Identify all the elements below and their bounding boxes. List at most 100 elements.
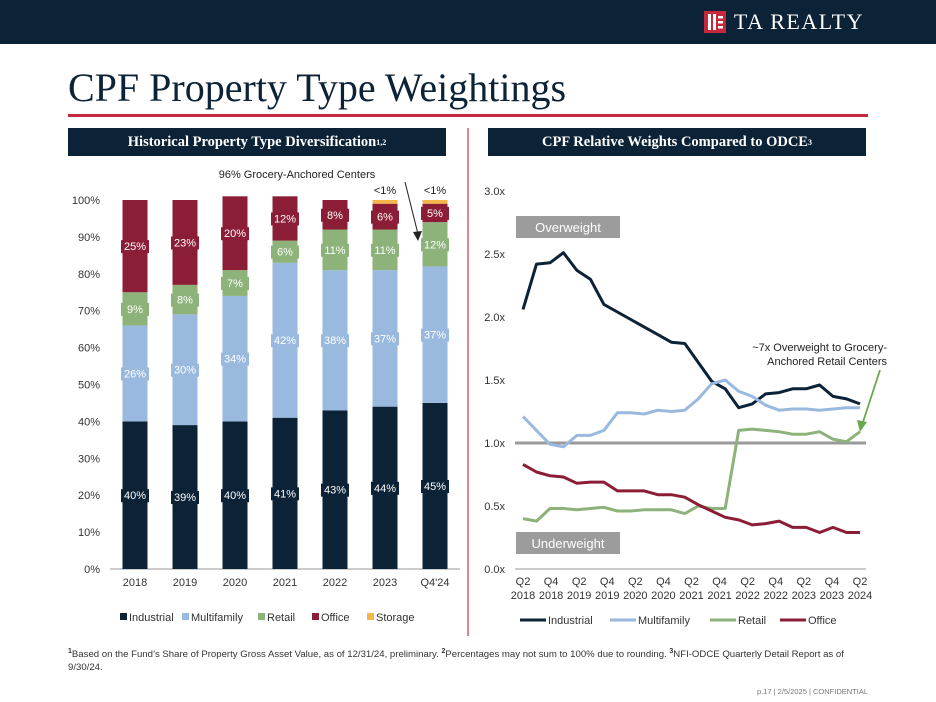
brand-mark-icon [703, 11, 726, 33]
data-label: 6% [277, 247, 293, 259]
data-label-bg [221, 489, 249, 503]
footnote-text-3: NFI-ODCE Quarterly Detail Report as of 9… [68, 649, 844, 674]
x-tick-quarter: Q4 [825, 576, 840, 588]
series-line-industrial [521, 251, 861, 410]
title-rule [68, 114, 868, 117]
storage-label: <1% [424, 185, 447, 197]
footnote-sup-3: 3 [669, 648, 674, 655]
x-tick-quarter: Q2 [684, 576, 699, 588]
data-label: 43% [324, 485, 346, 497]
y-tick-label: 3.0x [484, 186, 505, 198]
footnote: 1Based on the Fund’s Share of Property G… [68, 645, 868, 674]
data-label: 12% [424, 239, 446, 251]
data-label: 41% [274, 488, 296, 500]
data-label: 5% [427, 208, 443, 220]
right-panel-title: CPF Relative Weights Compared to ODCE [542, 133, 808, 150]
brand-logo: TA REALTY [703, 9, 864, 34]
data-label: 8% [327, 210, 343, 222]
legend-label: Office [321, 612, 350, 624]
data-label-bg [221, 352, 249, 366]
legend-label: Industrial [548, 615, 593, 627]
x-tick-quarter: Q2 [740, 576, 755, 588]
data-label-bg [421, 238, 449, 252]
x-tick-quarter: Q2 [796, 576, 811, 588]
x-tick-label: 2019 [173, 577, 197, 589]
data-label-bg [371, 332, 399, 346]
overweight-label: Overweight [535, 220, 601, 235]
data-label-bg [271, 245, 299, 259]
data-label-bg [271, 334, 299, 348]
y-tick-label: 1.0x [484, 438, 505, 450]
y-tick-label: 2.5x [484, 249, 505, 261]
panel-divider [467, 128, 469, 636]
legend-label: Multifamily [638, 615, 690, 627]
data-label: 11% [374, 245, 395, 257]
data-label: 44% [374, 483, 396, 495]
data-label-bg [121, 240, 149, 254]
y-tick-label: 100% [72, 195, 100, 207]
legend-label: Office [808, 615, 837, 627]
y-tick-label: 40% [78, 416, 100, 428]
y-tick-label: 0% [84, 564, 100, 576]
legend-swatch-multifamily [182, 613, 189, 620]
legend-swatch-retail [258, 613, 265, 620]
top-bar: TA REALTY [0, 0, 936, 44]
data-label-bg [221, 227, 249, 241]
right-panel-header: CPF Relative Weights Compared to ODCE 3 [488, 128, 866, 156]
x-tick-quarter: Q2 [516, 576, 531, 588]
y-tick-label: 10% [78, 527, 100, 539]
data-label: 20% [224, 228, 246, 240]
data-label-bg [321, 208, 349, 222]
data-label-bg [321, 483, 349, 497]
series-line-retail [522, 427, 861, 523]
data-label: 12% [274, 213, 296, 225]
y-tick-label: 0.0x [484, 564, 505, 576]
x-tick-year: 2024 [848, 590, 872, 602]
data-label: 9% [127, 304, 143, 316]
page-title: CPF Property Type Weightings [68, 65, 567, 110]
bar-segment-storage [422, 200, 448, 204]
x-tick-quarter: Q4 [768, 576, 783, 588]
data-label-bg [421, 328, 449, 342]
y-tick-label: 60% [78, 343, 100, 355]
legend-label: Industrial [129, 612, 174, 624]
data-label: 34% [224, 354, 246, 366]
data-label-bg [271, 212, 299, 226]
grocery-overweight-annotation: Anchored Retail Centers [767, 356, 887, 368]
x-tick-label: 2022 [323, 577, 347, 589]
data-label-bg [421, 206, 449, 220]
x-tick-label: 2020 [223, 577, 247, 589]
data-label-bg [221, 277, 249, 291]
x-tick-quarter: Q2 [853, 576, 868, 588]
legend-swatch-storage [367, 613, 374, 620]
data-label: 42% [274, 335, 296, 347]
x-tick-year: 2019 [595, 590, 619, 602]
x-tick-quarter: Q4 [600, 576, 615, 588]
y-tick-label: 70% [78, 306, 100, 318]
x-tick-label: 2023 [373, 577, 397, 589]
x-tick-year: 2020 [651, 590, 675, 602]
x-tick-year: 2023 [792, 590, 816, 602]
data-label: 8% [177, 295, 193, 307]
diversification-bar-chart: 0% 10% 20% 30% 40% 50% 60% 70% 80% 90% 100% 40% 26% 9… [72, 169, 460, 624]
right-panel-title-sup: 3 [807, 137, 812, 147]
annotation-arrowhead [413, 231, 422, 241]
legend-swatch-industrial [120, 613, 127, 620]
x-tick-year: 2020 [623, 590, 647, 602]
brand-name: TA REALTY [733, 9, 864, 34]
legend-label: Storage [376, 612, 415, 624]
y-tick-label: 30% [78, 453, 100, 465]
data-label-bg [371, 243, 399, 257]
data-label-bg [121, 489, 149, 503]
x-tick-label: 2021 [273, 577, 297, 589]
x-tick-label: Q4'24 [420, 577, 449, 589]
data-label-bg [421, 479, 449, 493]
y-tick-label: 0.5x [484, 501, 505, 513]
y-tick-label: 2.0x [484, 312, 505, 324]
data-label: 40% [124, 490, 146, 502]
footnote-sup-2: 2 [441, 648, 446, 655]
x-tick-label: 2018 [123, 577, 147, 589]
legend-label: Retail [738, 615, 766, 627]
data-label: 37% [374, 333, 396, 345]
left-panel-title-sup: 1,2 [376, 137, 387, 147]
